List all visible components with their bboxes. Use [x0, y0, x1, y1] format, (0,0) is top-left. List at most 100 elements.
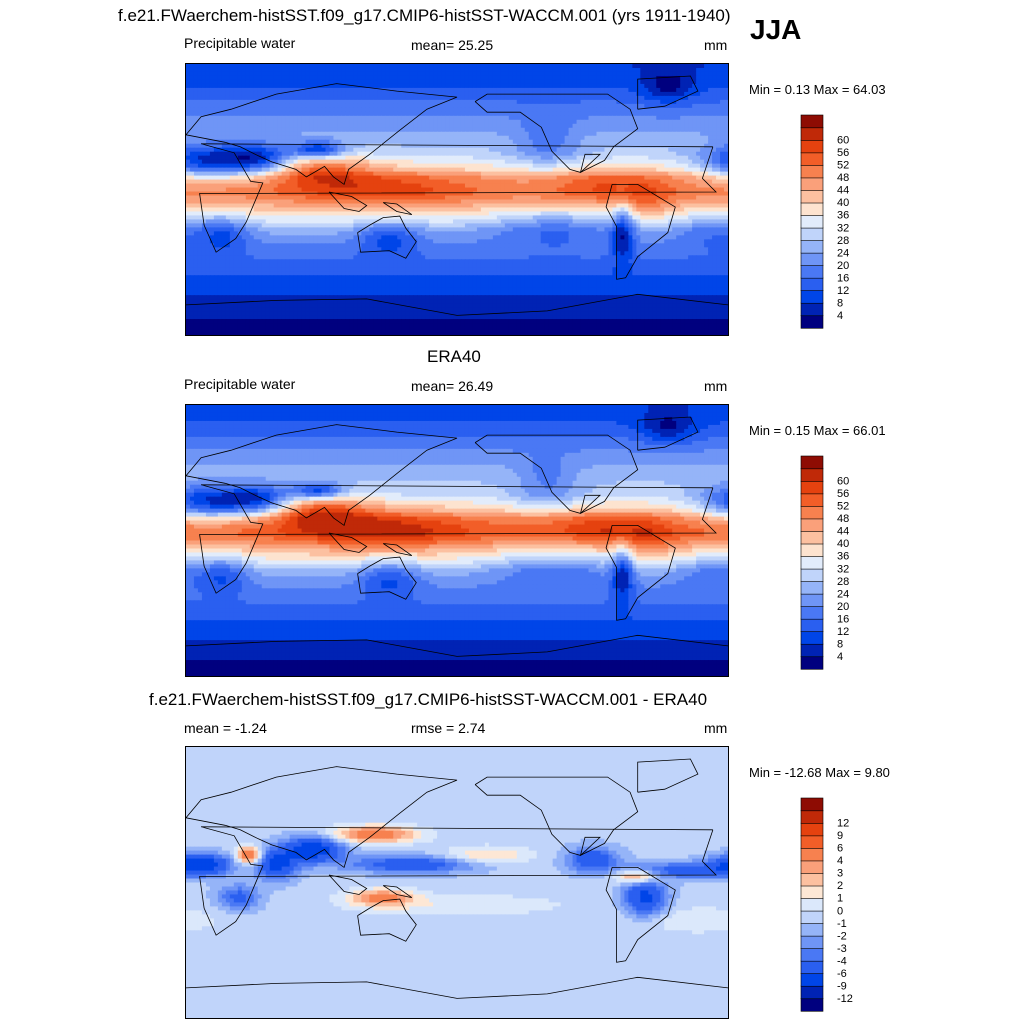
field-cell [237, 95, 243, 101]
field-cell [544, 159, 550, 165]
field-cell [548, 171, 554, 177]
field-cell [405, 151, 410, 157]
field-cell [373, 127, 378, 133]
field-cell [460, 167, 466, 173]
field-cell [640, 99, 645, 105]
field-cell [488, 75, 494, 81]
field-cell [624, 179, 629, 185]
field-cell [325, 71, 331, 77]
field-cell [201, 64, 207, 69]
field-cell [337, 131, 343, 137]
field-cell [405, 119, 410, 125]
field-cell [353, 143, 358, 149]
field-cell [508, 127, 514, 133]
field-cell [293, 139, 299, 145]
field-cell [217, 159, 223, 165]
field-cell [684, 183, 689, 189]
field-cell [381, 175, 386, 181]
field-cell [217, 171, 223, 177]
field-cell [301, 207, 307, 213]
field-cell [381, 91, 386, 97]
field-cell [544, 147, 550, 153]
field-cell [468, 111, 474, 117]
field-cell [468, 183, 474, 189]
field-cell [536, 75, 542, 81]
field-cell [656, 111, 661, 117]
field-cell [500, 187, 506, 193]
field-cell [373, 167, 378, 173]
field-cell [241, 75, 247, 81]
field-cell [225, 71, 231, 77]
field-cell [389, 111, 394, 117]
field-cell [528, 147, 534, 153]
field-cell [457, 119, 462, 125]
field-cell [708, 159, 713, 165]
field-cell [293, 147, 299, 153]
field-cell [696, 91, 701, 97]
field-cell [345, 143, 350, 149]
field-cell [297, 75, 303, 81]
field-cell [401, 115, 406, 121]
field-cell [540, 147, 546, 153]
field-cell [441, 171, 446, 177]
field-cell [217, 195, 223, 201]
field-cell [540, 131, 546, 137]
field-cell [716, 103, 721, 109]
field-cell [468, 99, 474, 105]
field-cell [413, 131, 418, 137]
field-cell [476, 191, 482, 197]
field-cell [317, 91, 323, 97]
field-cell [357, 99, 362, 105]
field-cell [305, 91, 311, 97]
field-cell [712, 79, 717, 85]
field-cell [696, 183, 701, 189]
field-cell [221, 67, 227, 73]
field-cell [221, 175, 227, 181]
field-cell [197, 103, 203, 109]
field-cell [600, 123, 606, 129]
field-cell [500, 171, 506, 177]
field-cell [720, 187, 725, 193]
field-cell [421, 79, 426, 85]
field-cell [580, 163, 586, 169]
field-cell [576, 175, 582, 181]
field-cell [445, 95, 450, 101]
field-cell [189, 71, 195, 77]
field-cell [245, 111, 251, 117]
field-cell [401, 119, 406, 125]
field-cell [257, 155, 263, 161]
field-cell [357, 163, 362, 169]
field-cell [540, 139, 546, 145]
field-cell [632, 91, 637, 97]
field-cell [345, 99, 350, 105]
field-cell [484, 183, 490, 189]
field-cell [488, 191, 494, 197]
field-cell [700, 195, 705, 201]
field-cell [309, 71, 315, 77]
field-cell [536, 147, 542, 153]
field-cell [441, 75, 446, 81]
field-cell [441, 127, 446, 133]
field-cell [293, 135, 299, 141]
field-cell [552, 155, 558, 161]
field-cell [257, 107, 263, 113]
field-cell [460, 187, 466, 193]
field-cell [536, 71, 542, 77]
field-cell [468, 135, 474, 141]
field-cell [544, 179, 550, 185]
field-cell [564, 67, 570, 73]
field-cell [664, 143, 669, 149]
field-cell [640, 123, 645, 129]
field-cell [325, 163, 331, 169]
field-cell [369, 163, 374, 169]
field-cell [197, 147, 203, 153]
field-cell [217, 91, 223, 97]
field-cell [337, 123, 343, 129]
field-cell [245, 155, 251, 161]
field-cell [468, 95, 474, 101]
field-cell [225, 119, 231, 125]
field-cell [457, 135, 462, 141]
field-cell [217, 143, 223, 149]
field-cell [261, 167, 267, 173]
field-cell [393, 155, 398, 161]
